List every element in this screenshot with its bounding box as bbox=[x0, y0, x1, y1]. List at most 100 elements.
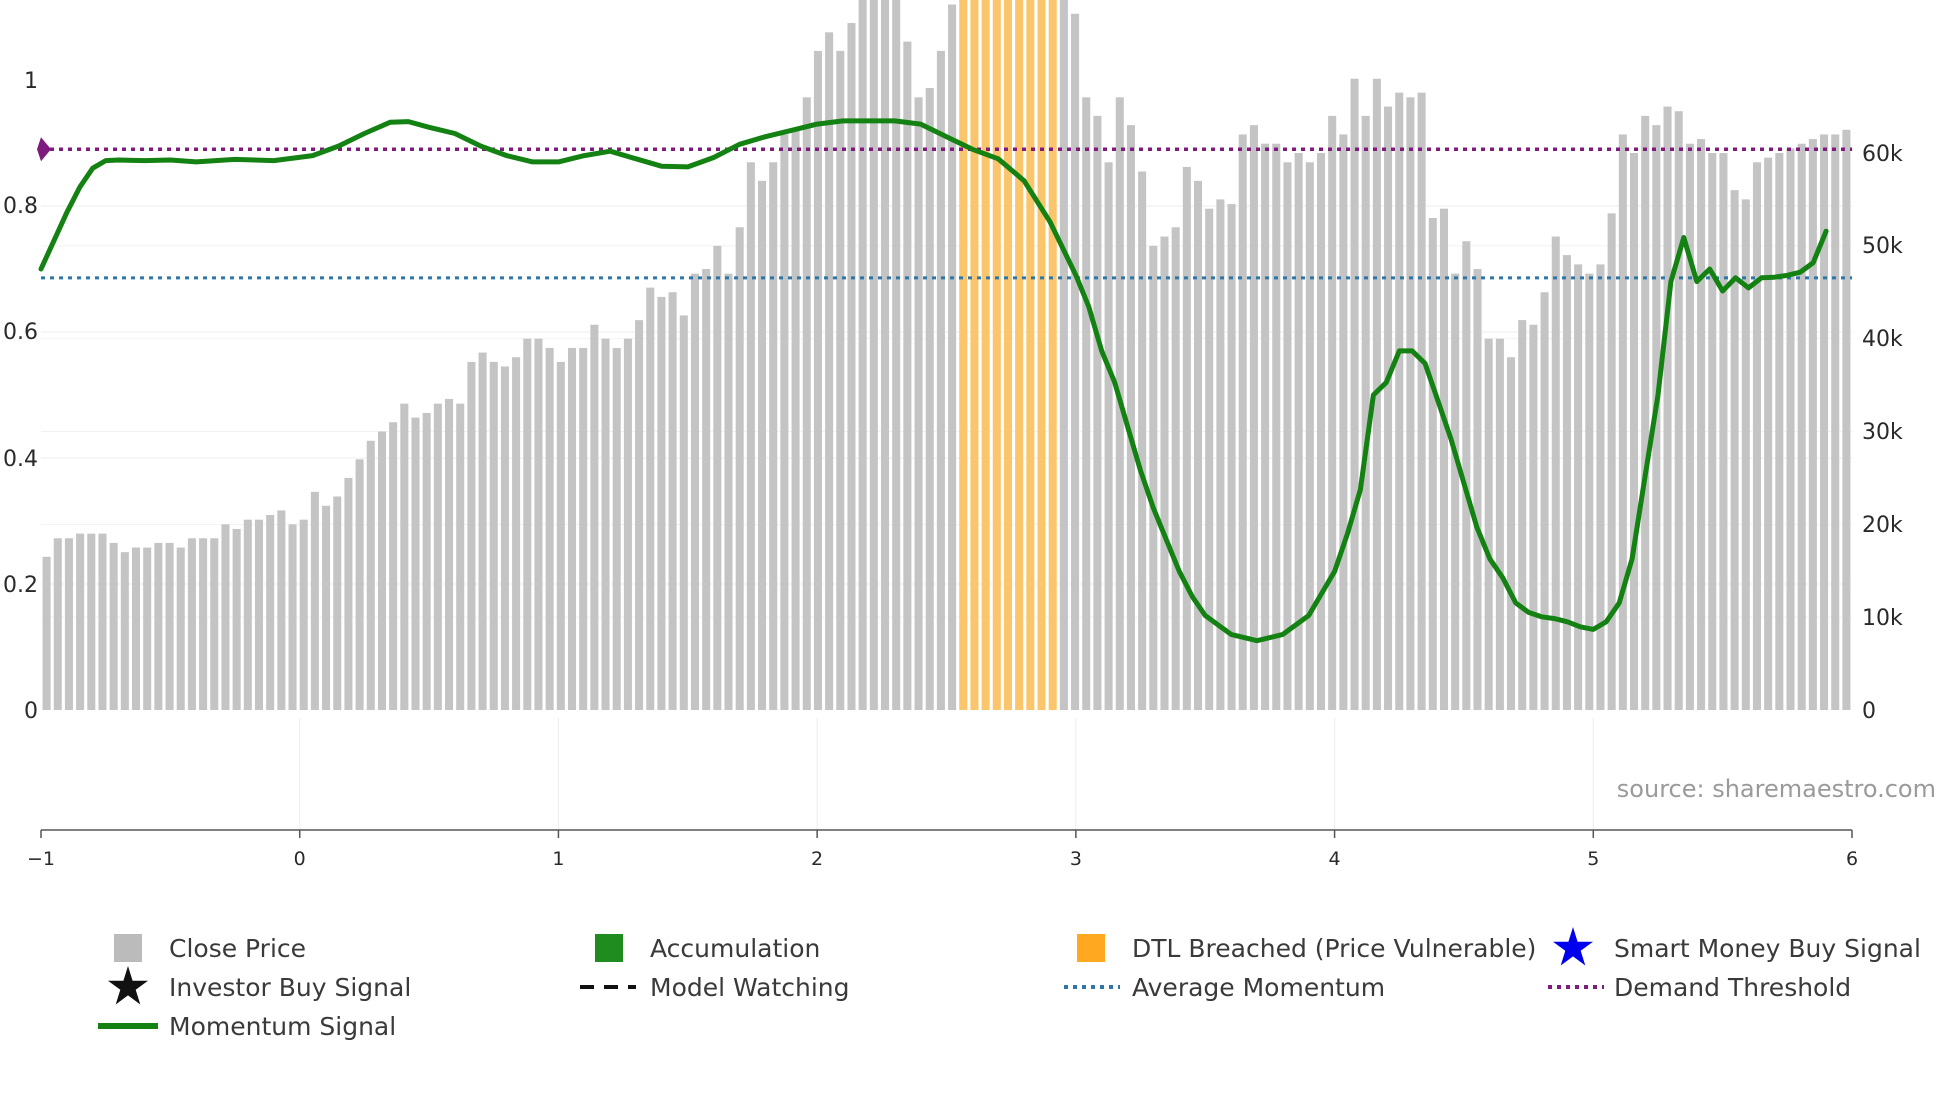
close-price-bar bbox=[1182, 166, 1191, 711]
close-price-bar bbox=[467, 361, 476, 710]
close-price-bar bbox=[1294, 153, 1303, 710]
close-price-bar bbox=[1439, 208, 1448, 710]
close-price-bar bbox=[176, 547, 185, 710]
close-price-bar bbox=[1518, 320, 1527, 710]
close-price-bar bbox=[131, 547, 141, 710]
close-price-bar bbox=[143, 547, 152, 710]
close-price-bar bbox=[1685, 143, 1694, 710]
close-price-bar bbox=[1551, 236, 1560, 711]
close-price-bar bbox=[579, 347, 588, 710]
close-price-bar bbox=[1350, 78, 1359, 710]
close-price-bar bbox=[713, 245, 722, 711]
close-price-bar bbox=[232, 528, 241, 710]
close-price-bar bbox=[1741, 199, 1750, 710]
close-price-bar bbox=[266, 515, 275, 710]
dtl-bar bbox=[1037, 0, 1046, 711]
close-price-bar bbox=[1607, 213, 1616, 710]
close-price-bar bbox=[98, 533, 107, 710]
close-price-bar bbox=[1484, 338, 1493, 710]
close-price-bar bbox=[892, 0, 901, 711]
close-price-bar bbox=[948, 4, 957, 710]
close-price-bar bbox=[366, 440, 375, 710]
dtl-bar bbox=[1048, 0, 1057, 711]
close-price-bar bbox=[545, 347, 554, 710]
close-price-bar bbox=[288, 524, 297, 710]
close-price-bar bbox=[657, 296, 666, 710]
close-price-bar bbox=[1339, 134, 1348, 710]
source-label: source: sharemaestro.com bbox=[1617, 775, 1936, 803]
close-price-bar bbox=[254, 519, 264, 710]
close-price-bar bbox=[120, 552, 129, 710]
demand-marker bbox=[37, 137, 51, 162]
close-price-bar bbox=[635, 320, 644, 710]
close-price-bar bbox=[1540, 292, 1549, 710]
dtl-bar bbox=[970, 0, 979, 710]
close-price-bar bbox=[1451, 273, 1460, 710]
x-tick-label: 1 bbox=[552, 848, 564, 870]
close-price-bar bbox=[333, 496, 342, 710]
dtl-bar bbox=[1003, 0, 1013, 711]
close-price-bar bbox=[1719, 153, 1728, 710]
close-price-bar bbox=[1283, 162, 1292, 711]
close-price-bar bbox=[1417, 92, 1426, 711]
close-price-bar bbox=[567, 347, 577, 710]
x-tick-label: 4 bbox=[1329, 848, 1341, 870]
close-price-bar bbox=[1663, 106, 1672, 711]
close-price-bar bbox=[1261, 143, 1270, 710]
close-price-bar bbox=[679, 315, 688, 710]
close-price-bar bbox=[1272, 143, 1281, 710]
legend-accumulation-swatch bbox=[595, 934, 623, 962]
close-price-bar bbox=[1708, 153, 1717, 710]
legend-investor-label: Investor Buy Signal bbox=[169, 973, 411, 1002]
close-price-bar bbox=[735, 227, 744, 710]
close-price-bar bbox=[400, 403, 409, 710]
threshold-lines bbox=[41, 147, 1852, 280]
close-price-bar bbox=[433, 403, 442, 710]
y-right-tick: 60k bbox=[1862, 142, 1903, 167]
close-price-bar bbox=[936, 50, 945, 710]
close-price-bar bbox=[1104, 162, 1113, 711]
close-price-bar bbox=[1786, 148, 1795, 710]
close-price-bar bbox=[154, 542, 163, 710]
close-price-bar bbox=[87, 533, 96, 710]
close-price-bar bbox=[1205, 208, 1214, 710]
close-price-bar bbox=[534, 338, 543, 710]
close-price-bar bbox=[456, 403, 465, 710]
x-axis: −1 0 1 2 3 4 5 6 bbox=[27, 829, 1858, 870]
close-price-bar bbox=[1574, 264, 1583, 710]
demand-marker-icon bbox=[37, 137, 51, 162]
close-price-bar bbox=[1328, 115, 1337, 710]
close-price-bar bbox=[825, 32, 834, 711]
close-price-bar bbox=[791, 129, 800, 710]
close-price-bar bbox=[1842, 129, 1851, 710]
y-right-tick: 20k bbox=[1862, 513, 1903, 538]
price-bars bbox=[42, 0, 1851, 711]
close-price-bar bbox=[1697, 139, 1706, 710]
close-price-bar bbox=[556, 361, 565, 710]
close-price-bar bbox=[1361, 115, 1370, 710]
close-price-bar bbox=[445, 399, 454, 710]
close-price-bar bbox=[836, 50, 845, 710]
legend-smart-money-star-icon bbox=[1553, 927, 1593, 966]
close-price-bar bbox=[199, 538, 208, 710]
close-price-bar bbox=[646, 287, 655, 710]
close-price-bar bbox=[769, 162, 778, 711]
grid-lines bbox=[41, 205, 1852, 830]
close-price-bar bbox=[243, 519, 252, 710]
y-right-tick: 30k bbox=[1862, 420, 1903, 445]
close-price-bar bbox=[277, 510, 286, 710]
legend-dtl-swatch bbox=[1077, 934, 1105, 962]
close-price-bar bbox=[299, 519, 308, 710]
y-right-tick: 10k bbox=[1862, 606, 1903, 631]
close-price-bar bbox=[1384, 106, 1393, 711]
close-price-bar bbox=[1238, 134, 1247, 710]
y-left-tick: 1 bbox=[24, 69, 38, 94]
close-price-bar bbox=[1462, 241, 1471, 711]
close-price-bar bbox=[42, 556, 51, 710]
close-price-bar bbox=[758, 180, 767, 711]
dtl-bar bbox=[959, 0, 968, 711]
right-y-axis: 0 10k 20k 30k 40k 50k 60k bbox=[1862, 142, 1903, 724]
y-right-tick: 0 bbox=[1862, 699, 1876, 724]
close-price-bar bbox=[1316, 153, 1326, 710]
momentum-series bbox=[38, 118, 1829, 644]
